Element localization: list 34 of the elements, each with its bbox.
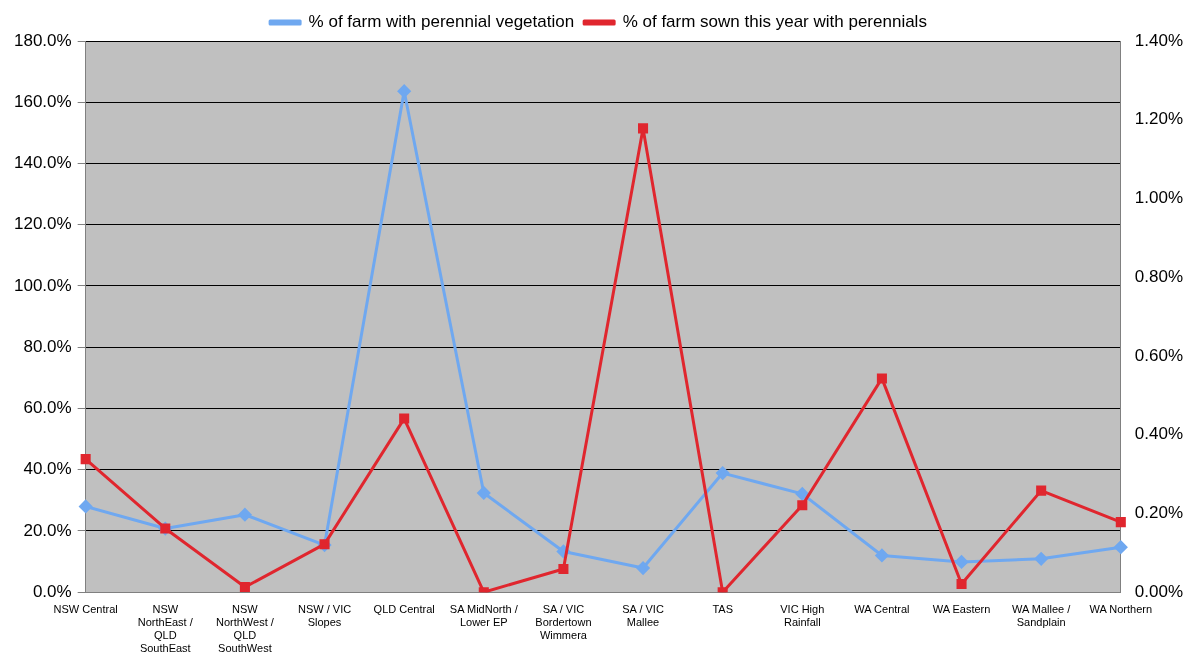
- y2-tick-label: 1.20%: [1134, 109, 1183, 129]
- x-tick-label: VIC High Rainfall: [780, 602, 825, 629]
- y-tick-label: 160.0%: [13, 91, 72, 111]
- x-tick-label: NSW Central: [53, 602, 118, 615]
- x-tick-label: QLD Central: [373, 602, 435, 615]
- legend-label: % of farm with perennial vegetation: [308, 12, 575, 32]
- y2-tick-label: 1.40%: [1134, 30, 1183, 50]
- x-tick-label: TAS: [712, 602, 733, 615]
- legend-label: % of farm sown this year with perennials: [622, 12, 927, 32]
- y2-tick-label: 0.00%: [1134, 581, 1183, 601]
- y-tick-label: 100.0%: [13, 275, 72, 295]
- y-tick-label: 20.0%: [23, 520, 72, 540]
- y-tick-label: 60.0%: [23, 398, 72, 418]
- y-tick-label: 0.0%: [32, 581, 72, 601]
- x-tick-label: NSW NorthEast / QLD SouthEast: [137, 602, 194, 655]
- x-tick-label: WA Central: [854, 602, 910, 615]
- x-tick-label: SA MidNorth / Lower EP: [449, 602, 519, 629]
- y-tick-label: 180.0%: [13, 30, 72, 50]
- y2-tick-label: 0.80%: [1134, 266, 1183, 286]
- y2-tick-label: 1.00%: [1134, 188, 1183, 208]
- y2-tick-label: 0.60%: [1134, 345, 1183, 365]
- x-tick-label: SA / VIC Mallee: [622, 602, 664, 629]
- x-tick-label: NSW NorthWest / QLD SouthWest: [215, 602, 275, 655]
- x-tick-label: NSW / VIC Slopes: [297, 602, 352, 629]
- y2-tick-label: 0.40%: [1134, 424, 1183, 444]
- y2-tick-label: 0.20%: [1134, 503, 1183, 523]
- x-tick-label: WA Northern: [1089, 602, 1153, 615]
- y-tick-label: 80.0%: [23, 336, 72, 356]
- x-tick-label: SA / VIC Bordertown Wimmera: [535, 602, 592, 642]
- y-tick-label: 140.0%: [13, 153, 72, 173]
- x-tick-label: WA Mallee / Sandplain: [1012, 602, 1072, 629]
- y-tick-label: 40.0%: [23, 459, 72, 479]
- x-tick-label: WA Eastern: [932, 602, 991, 615]
- y-tick-label: 120.0%: [13, 214, 72, 234]
